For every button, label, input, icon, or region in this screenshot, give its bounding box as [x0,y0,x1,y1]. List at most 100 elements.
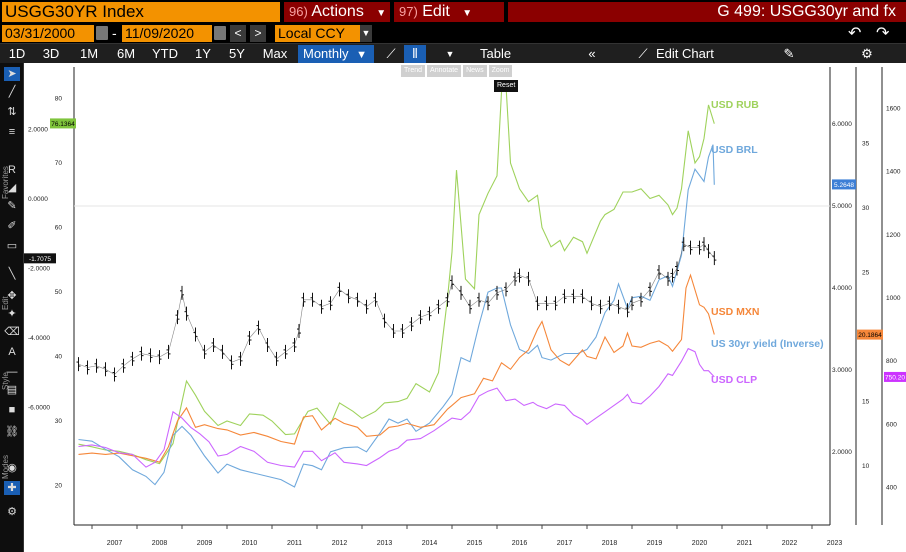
fill-style-icon[interactable]: ▤ [6,384,18,396]
range-toolbar: 1D 3D 1M 6M YTD 1Y 5Y Max Monthly ▼ ⟋ ⫴ … [0,43,906,63]
legend-label: USD BRL [711,144,758,156]
y-tick-label-clp: 400 [886,485,897,492]
chevron-down-icon[interactable]: ▼ [445,49,455,59]
x-tick-label: 2012 [332,540,348,547]
chevron-down-icon[interactable]: ▼ [360,25,372,42]
end-date-field[interactable]: 11/09/2020 [122,25,212,42]
pen-icon[interactable]: ✐ [7,220,17,232]
move-icon[interactable]: ✥ [7,290,17,302]
legend-label: USD RUB [711,99,759,111]
redo-icon[interactable]: ↷ [876,25,890,42]
collapse-icon[interactable]: « [588,46,596,61]
line-style-icon[interactable]: — [6,366,18,378]
chart-area[interactable]: 2007 2008 2009 2010 2011 2012 2013 2014 2015 2016… [24,57,906,552]
zoom-button[interactable]: Zoom [488,65,513,77]
y-tick-label-clp: 1000 [886,295,901,302]
calendar-icon[interactable] [96,26,108,40]
x-tick-label: 2008 [152,540,168,547]
link-icon[interactable]: ⛓ [5,426,19,438]
line-chart-icon[interactable]: ⟋ [386,46,396,61]
range-1y-button[interactable]: 1Y [195,46,211,61]
y-tick-label-mxn: 30 [862,205,870,212]
x-tick-label: 2021 [737,540,753,547]
y-tick-label-clp: 800 [886,358,897,365]
edit-chart-icon: ⟋ [638,46,648,61]
mode-icon[interactable]: ◉ [7,462,17,474]
security-field[interactable]: USGG30YR Index [2,2,280,22]
shape-tool-icon[interactable]: ◢ [7,182,17,194]
range-5y-button[interactable]: 5Y [229,46,245,61]
fib-tool-icon[interactable]: ≡ [8,126,16,138]
y-tick-label-brl: 4.0000 [832,285,852,292]
text-tool-icon[interactable]: A [8,346,16,358]
range-1d-button[interactable]: 1D [8,46,26,61]
value-flag-brl [832,179,856,190]
series-line-usd-rub [78,83,715,465]
brush-icon[interactable]: ✎ [7,200,17,212]
series-line-usd-mxn [78,273,715,463]
cursor-icon[interactable]: ➤ [4,67,20,81]
table-button[interactable]: Table [480,46,512,61]
range-ytd-button[interactable]: YTD [152,46,178,61]
y-tick-label-brl: 2.0000 [832,449,852,456]
x-tick-label: 2020 [692,540,708,547]
actions-menu[interactable]: 96) Actions ▼ [284,2,390,22]
x-tick-label: 2009 [197,540,213,547]
x-tick-label: 2016 [512,540,528,547]
caret-down-icon: ▼ [376,8,387,19]
undo-icon[interactable]: ↶ [848,25,862,42]
y-tick-label-mxn: 15 [862,399,870,406]
bar-chart-icon[interactable]: ⫴ [404,45,426,63]
y-tick-label-clp: 600 [886,421,897,428]
next-arrow-button[interactable]: > [250,25,266,42]
x-tick-label: 2011 [287,540,302,547]
crosshair-icon[interactable]: ✚ [4,481,20,495]
y-tick-label-rub: 80 [55,96,63,103]
magic-wand-icon[interactable]: ✦ [7,308,17,320]
trend-tool-icon[interactable]: ⇅ [7,106,17,118]
range-1m-button[interactable]: 1M [79,46,99,61]
y-tick-label-yield: -6.0000 [28,405,50,412]
gear-icon[interactable]: ⚙ [861,46,873,61]
series-line-usd-clp [78,347,715,468]
x-tick-label: 2022 [782,540,798,547]
range-3d-button[interactable]: 3D [42,46,60,61]
legend-label: USD MXN [711,306,759,318]
y-tick-label-yield: 4.0000 [28,63,48,64]
start-date-field[interactable]: 03/31/2000 [2,25,94,42]
color-icon[interactable]: ■ [8,404,16,416]
line-tool-icon[interactable]: ╲ [8,268,16,280]
y-tick-label-clp: 1400 [886,169,901,176]
currency-field[interactable]: Local CCY [275,25,360,42]
series-line-yield [78,243,715,375]
value-flag-label-yield: -1.7075 [29,256,51,263]
drawing-tools-panel: ➤ ╱ ⇅ ≡ Favorites R ◢ ✎ ✐ ▭ ╲ Edit ✥ ✦ ⌫… [0,63,24,552]
annotate-button[interactable]: Annotate [427,65,462,77]
ruler-icon[interactable]: ▭ [6,240,18,252]
edit-chart-button[interactable]: Edit Chart [656,46,714,61]
trendline-icon[interactable]: ╱ [8,86,16,98]
settings-icon[interactable]: ⚙ [7,506,17,518]
y-tick-label-brl: 5.0000 [832,203,852,210]
y-tick-label-clp: 1200 [886,232,901,239]
eraser-icon[interactable]: ⌫ [4,326,20,338]
y-tick-label-rub: 70 [55,160,63,167]
frequency-dropdown[interactable]: Monthly ▼ [298,45,374,63]
edit-menu[interactable]: 97) Edit ▼ [394,2,504,22]
range-6m-button[interactable]: 6M [116,46,136,61]
pencil-icon[interactable]: ✎ [783,46,795,61]
trend-button[interactable]: Trend [401,65,426,77]
news-button[interactable]: News [463,65,487,77]
reset-button[interactable]: Reset [494,80,519,92]
x-tick-label: 2007 [107,540,123,547]
y-tick-label-yield: 0.0000 [28,196,48,203]
prev-arrow-button[interactable]: < [230,25,246,42]
series-line-usd-brl [78,144,715,488]
calendar-icon[interactable] [214,26,226,40]
value-flag-label-rub: 76.1364 [51,121,75,128]
axes-group: 2007 2008 2009 2010 2011 2012 2013 2014 2015 2016… [28,57,901,547]
edit-label: Edit [422,3,450,20]
y-tick-label-brl: 3.0000 [832,367,852,374]
range-max-button[interactable]: Max [262,46,288,61]
regression-icon[interactable]: R [8,164,16,176]
